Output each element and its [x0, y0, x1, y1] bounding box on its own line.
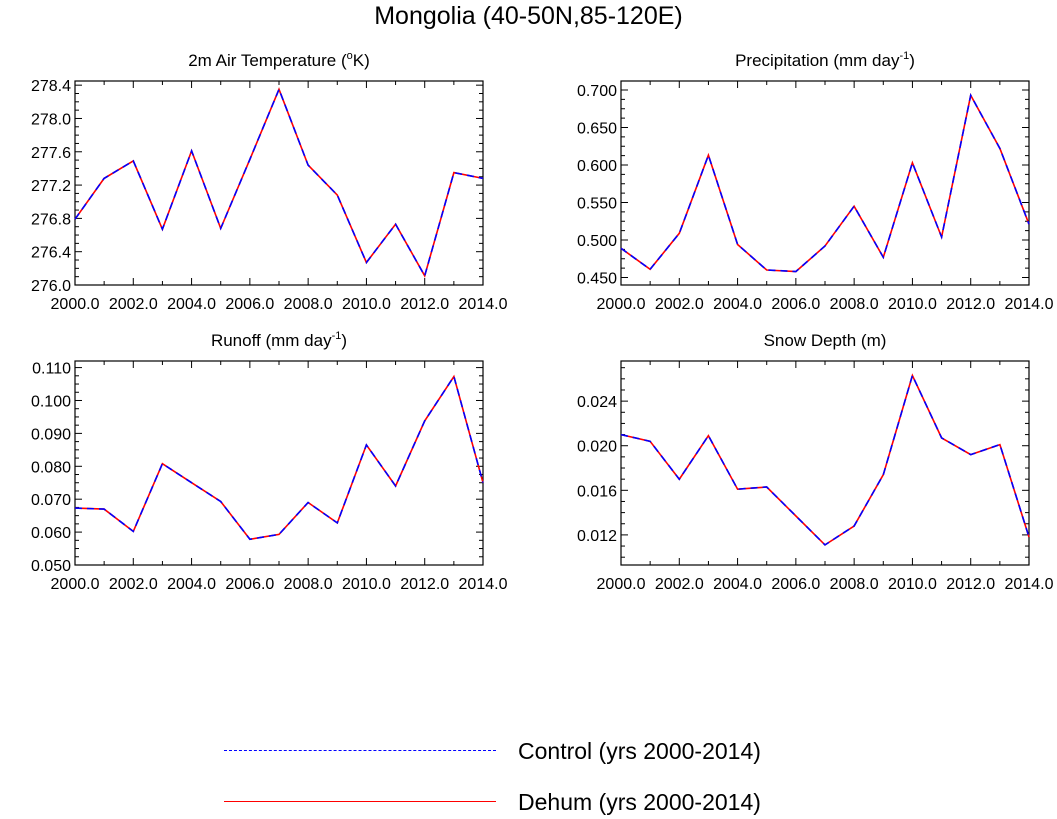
- chart-figure: 2m Air Temperature (oK) 2000.0 2002.0 2004.…: [0, 0, 1057, 660]
- y-tick-label: 0.016: [577, 483, 617, 500]
- x-tick-label: 2000.0: [597, 576, 646, 593]
- y-tick-label: 0.080: [31, 459, 71, 476]
- x-tick-label: 2012.0: [400, 296, 449, 313]
- y-tick-label: 276.0: [31, 278, 71, 295]
- x-tick-label: 2006.0: [225, 296, 274, 313]
- y-tick-label: 0.100: [31, 393, 71, 410]
- x-tick-label: 2004.0: [713, 296, 762, 313]
- y-tick-label: 0.060: [31, 525, 71, 542]
- legend-label-control: Control (yrs 2000-2014): [518, 734, 761, 768]
- series-line-dehum: [75, 377, 483, 540]
- y-tick-label: 0.050: [31, 558, 71, 575]
- y-tick-label: 0.600: [577, 158, 617, 175]
- x-tick-label: 2008.0: [830, 576, 879, 593]
- x-tick-label: 2008.0: [284, 296, 333, 313]
- y-tick-label: 0.550: [577, 196, 617, 213]
- series-line-control: [75, 377, 483, 540]
- panel-title-runoff: Runoff (mm day-1): [211, 330, 347, 350]
- x-tick-label: 2002.0: [109, 296, 158, 313]
- series-line-control: [75, 89, 483, 275]
- series-line-dehum: [75, 89, 483, 275]
- panel-precipitation: Precipitation (mm day-1) 2000.0 2002.0 2004…: [577, 50, 1054, 313]
- y-tick-label: 0.450: [577, 271, 617, 288]
- x-tick-label: 2014.0: [1005, 576, 1054, 593]
- y-tick-label: 0.020: [577, 439, 617, 456]
- x-tick-label: 2014.0: [459, 296, 508, 313]
- x-tick-label: 2004.0: [167, 296, 216, 313]
- panel-title-air-temperature: 2m Air Temperature (oK): [188, 50, 370, 70]
- x-tick-label: 2012.0: [946, 576, 995, 593]
- x-tick-label: 2002.0: [655, 576, 704, 593]
- x-tick-label: 2014.0: [459, 576, 508, 593]
- y-tick-label: 0.070: [31, 492, 71, 509]
- y-tick-label: 277.2: [31, 178, 71, 195]
- series-line-control: [621, 95, 1029, 271]
- y-tick-label: 278.0: [31, 111, 71, 128]
- x-tick-label: 2012.0: [400, 576, 449, 593]
- x-tick-label: 2008.0: [284, 576, 333, 593]
- x-tick-label: 2004.0: [713, 576, 762, 593]
- y-tick-label: 277.6: [31, 145, 71, 162]
- legend-swatch-control: [224, 750, 496, 751]
- y-tick-label: 0.024: [577, 394, 617, 411]
- y-tick-label: 0.700: [577, 83, 617, 100]
- y-tick-label: 0.090: [31, 426, 71, 443]
- panel-title-precipitation: Precipitation (mm day-1): [735, 50, 915, 70]
- y-tick-label: 0.500: [577, 233, 617, 250]
- panel-snow-depth: Snow Depth (m) 2000.0 2002.0 2004.0 2006.0 20…: [577, 331, 1054, 593]
- x-tick-label: 2014.0: [1005, 296, 1054, 313]
- plot-frame: [621, 361, 1029, 565]
- x-tick-label: 2002.0: [109, 576, 158, 593]
- x-tick-label: 2008.0: [830, 296, 879, 313]
- x-tick-label: 2000.0: [51, 576, 100, 593]
- x-tick-label: 2006.0: [225, 576, 274, 593]
- legend-item-dehum: Dehum (yrs 2000-2014): [224, 785, 844, 819]
- x-tick-label: 2012.0: [946, 296, 995, 313]
- plot-frame: [75, 81, 483, 285]
- x-tick-label: 2000.0: [597, 296, 646, 313]
- x-tick-label: 2004.0: [167, 576, 216, 593]
- series-line-dehum: [621, 376, 1029, 545]
- y-tick-label: 0.650: [577, 121, 617, 138]
- y-tick-label: 0.110: [32, 361, 71, 378]
- panel-air-temperature: 2m Air Temperature (oK) 2000.0 2002.0 2004.…: [31, 50, 508, 313]
- x-tick-label: 2002.0: [655, 296, 704, 313]
- y-tick-label: 0.012: [577, 528, 617, 545]
- y-tick-label: 276.8: [31, 211, 71, 228]
- x-tick-label: 2010.0: [888, 576, 937, 593]
- legend-swatch-dehum: [224, 801, 496, 802]
- x-tick-label: 2010.0: [342, 296, 391, 313]
- series-line-control: [621, 376, 1029, 545]
- panel-runoff: Runoff (mm day-1) 2000.0 2002.0 2004.0 2006.…: [31, 330, 508, 593]
- panel-title-snow-depth: Snow Depth (m): [764, 331, 887, 350]
- x-tick-label: 2006.0: [771, 576, 820, 593]
- x-tick-label: 2010.0: [342, 576, 391, 593]
- legend-label-dehum: Dehum (yrs 2000-2014): [518, 785, 761, 819]
- x-tick-label: 2010.0: [888, 296, 937, 313]
- y-tick-label: 276.4: [31, 245, 71, 262]
- y-tick-label: 278.4: [31, 78, 71, 95]
- legend-item-control: Control (yrs 2000-2014): [224, 734, 844, 768]
- x-tick-label: 2006.0: [771, 296, 820, 313]
- x-tick-label: 2000.0: [51, 296, 100, 313]
